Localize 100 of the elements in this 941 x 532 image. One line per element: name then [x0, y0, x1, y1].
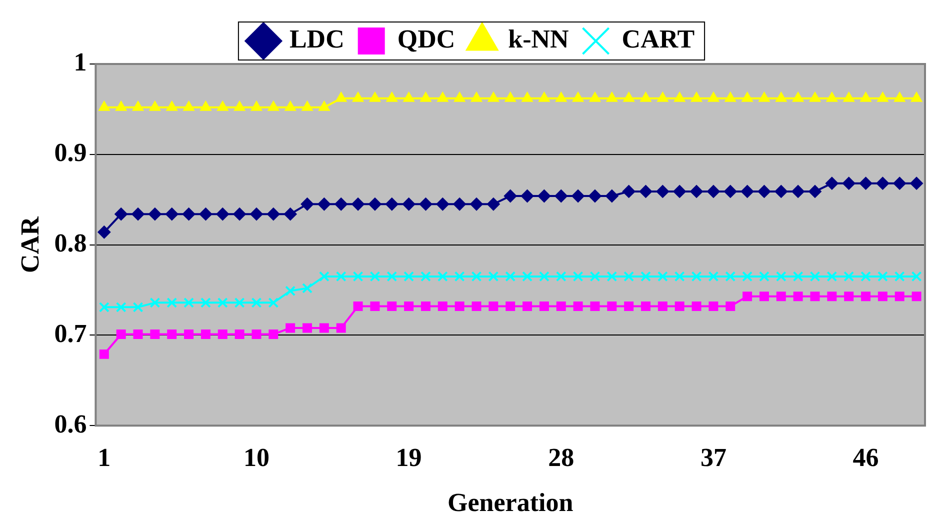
- point: [404, 271, 414, 282]
- point: [725, 271, 736, 282]
- point: [403, 92, 414, 102]
- point: [472, 302, 482, 312]
- point: [419, 198, 432, 211]
- point: [300, 198, 314, 211]
- point: [860, 271, 872, 282]
- point: [504, 92, 516, 102]
- point: [252, 330, 262, 340]
- point: [657, 271, 668, 282]
- point: [404, 302, 414, 312]
- point: [234, 330, 244, 340]
- point: [132, 208, 145, 221]
- point: [200, 100, 212, 111]
- point: [522, 302, 532, 312]
- point: [352, 271, 364, 282]
- point: [640, 92, 652, 102]
- point: [132, 100, 144, 111]
- x-tick-label: 10: [243, 442, 270, 472]
- point: [352, 92, 364, 102]
- point: [810, 292, 820, 302]
- point: [98, 226, 111, 239]
- point: [774, 184, 788, 198]
- point: [166, 100, 178, 111]
- point: [674, 92, 686, 102]
- point: [336, 323, 346, 333]
- point: [504, 189, 517, 202]
- point: [522, 271, 533, 282]
- point: [420, 302, 430, 312]
- point: [148, 208, 162, 221]
- point: [116, 330, 126, 340]
- point: [302, 100, 313, 111]
- point: [132, 302, 144, 312]
- y-tick-label: 0.6: [54, 409, 87, 438]
- point: [674, 302, 684, 312]
- point: [554, 189, 568, 202]
- point: [640, 271, 651, 282]
- point: [692, 302, 702, 312]
- point: [706, 184, 720, 198]
- point: [319, 323, 329, 333]
- point: [623, 92, 635, 102]
- point: [250, 100, 262, 111]
- point: [471, 271, 482, 282]
- point: [302, 323, 312, 333]
- point: [792, 271, 804, 282]
- point: [470, 198, 483, 211]
- y-axis-title: CAR: [15, 216, 44, 273]
- point: [454, 302, 464, 312]
- point: [184, 330, 194, 340]
- point: [894, 292, 904, 302]
- point: [335, 92, 347, 102]
- point: [844, 292, 854, 302]
- point: [199, 208, 212, 221]
- point: [200, 297, 211, 308]
- point: [506, 302, 516, 312]
- point: [912, 292, 922, 302]
- point: [878, 292, 888, 302]
- point: [859, 176, 872, 190]
- point: [250, 208, 263, 221]
- point: [184, 297, 194, 308]
- point: [606, 92, 618, 102]
- point: [538, 271, 550, 282]
- point: [690, 92, 702, 102]
- point: [844, 271, 854, 282]
- point: [114, 208, 128, 221]
- point: [369, 92, 381, 102]
- point: [216, 208, 230, 221]
- point: [216, 100, 228, 111]
- point: [894, 92, 906, 102]
- point: [183, 100, 194, 111]
- point: [606, 271, 618, 282]
- point: [726, 302, 736, 312]
- point: [266, 208, 280, 221]
- point: [740, 184, 754, 198]
- point: [284, 100, 296, 111]
- point: [624, 302, 634, 312]
- point: [488, 302, 498, 312]
- point: [861, 292, 871, 302]
- point: [742, 271, 753, 282]
- legend-label: LDC: [289, 24, 344, 54]
- point: [488, 271, 499, 282]
- point: [826, 92, 838, 102]
- point: [911, 271, 922, 282]
- point: [842, 176, 856, 190]
- point: [876, 176, 890, 190]
- point: [368, 198, 382, 211]
- point: [387, 302, 397, 312]
- point: [894, 271, 905, 282]
- point: [572, 271, 584, 282]
- point: [336, 271, 346, 282]
- point: [99, 349, 109, 359]
- point: [370, 271, 380, 282]
- point: [318, 198, 331, 211]
- point: [285, 286, 296, 296]
- point: [639, 184, 652, 198]
- point: [776, 271, 786, 282]
- point: [910, 92, 922, 102]
- point: [182, 208, 196, 221]
- point: [166, 297, 178, 308]
- point: [538, 189, 551, 202]
